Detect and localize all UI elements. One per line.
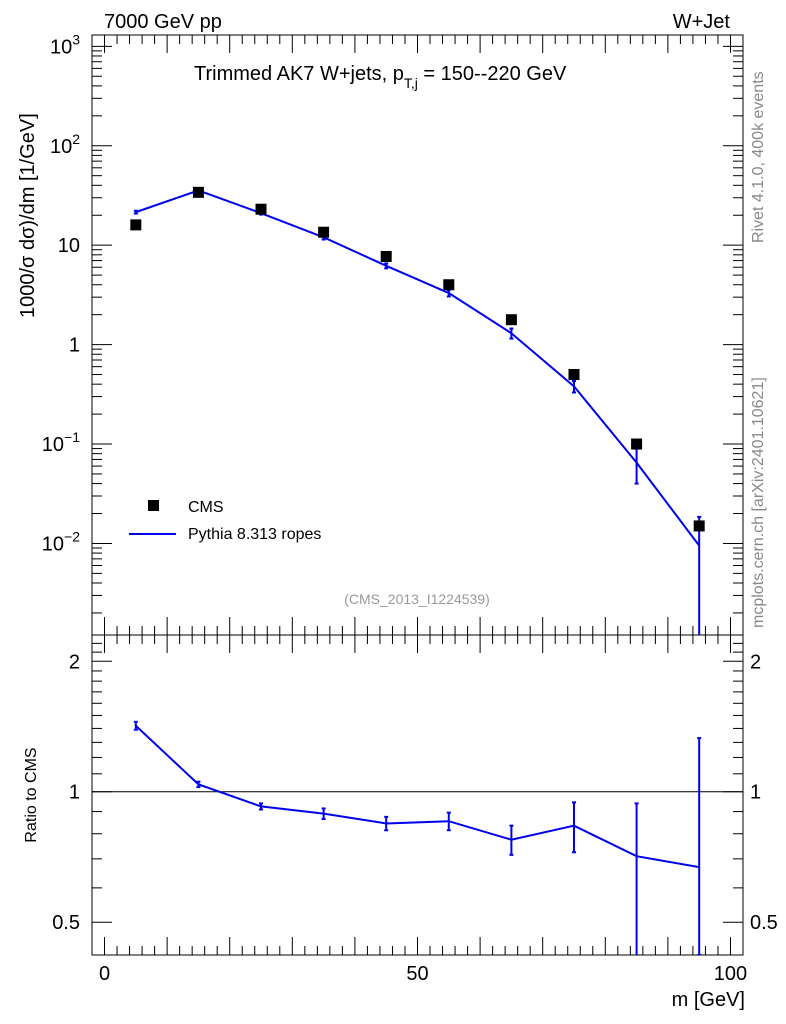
x-tick-label: 50 <box>406 963 428 985</box>
plot-title: Trimmed AK7 W+jets, pT,j = 150--220 GeV <box>194 63 567 91</box>
legend-data-label: CMS <box>188 499 224 516</box>
ratio-y-tick-label-right: 1 <box>750 782 761 804</box>
data-point <box>631 438 643 450</box>
data-point <box>505 314 517 326</box>
x-axis-label: m [GeV] <box>672 989 745 1011</box>
data-point <box>380 250 392 262</box>
process-label: W+Jet <box>673 11 731 33</box>
ratio-series-line <box>135 725 700 869</box>
y-tick-label: 10−2 <box>42 528 80 555</box>
data-point <box>192 186 204 198</box>
y-tick-label: 102 <box>50 131 80 158</box>
data-point <box>443 279 455 291</box>
analysis-id-label: (CMS_2013_I1224539) <box>344 591 490 607</box>
data-point <box>318 226 330 238</box>
ratio-y-tick-label: 1 <box>69 782 80 804</box>
y-tick-label: 10 <box>58 235 80 257</box>
ratio-y-tick-label: 2 <box>69 651 80 673</box>
energy-label: 7000 GeV pp <box>104 11 222 33</box>
y-tick-label: 103 <box>50 31 80 58</box>
y-tick-label: 1 <box>69 335 80 357</box>
data-point <box>693 520 705 532</box>
mc-series-line <box>135 189 700 547</box>
rivet-version-label: Rivet 4.1.0, 400k events <box>750 71 767 243</box>
data-point <box>568 369 580 381</box>
data-point <box>130 219 142 231</box>
legend-mc-label: Pythia 8.313 ropes <box>188 526 321 543</box>
main-plot-frame <box>91 34 744 636</box>
ratio-plot-frame <box>91 634 744 956</box>
x-tick-label: 100 <box>714 963 747 985</box>
data-point <box>255 203 267 215</box>
legend-data-marker <box>148 500 159 511</box>
ratio-y-tick-label: 0.5 <box>52 912 80 934</box>
ratio-y-tick-label-right: 0.5 <box>750 912 778 934</box>
ratio-y-tick-label-right: 2 <box>750 651 761 673</box>
x-tick-label: 0 <box>99 963 110 985</box>
ratio-y-axis-label: Ratio to CMS <box>23 747 40 842</box>
y-axis-label: 1000/σ dσ)/dm [1/GeV] <box>17 113 39 318</box>
mcplots-label: mcplots.cern.ch [arXiv:2401.10621] <box>750 377 767 628</box>
y-tick-label: 10−1 <box>42 429 80 456</box>
